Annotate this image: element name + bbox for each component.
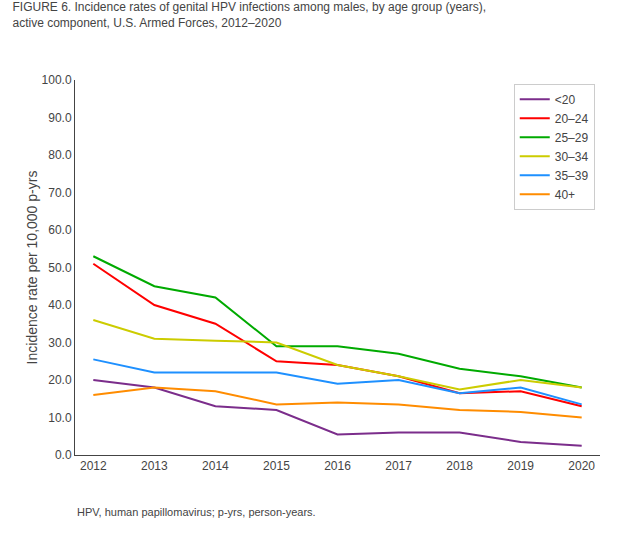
- svg-text:Incidence rate per 10,000 p-yr: Incidence rate per 10,000 p-yrs: [24, 171, 40, 365]
- svg-text:2015: 2015: [263, 459, 290, 473]
- svg-text:10.0: 10.0: [48, 411, 72, 425]
- svg-text:60.0: 60.0: [48, 223, 72, 237]
- svg-text:2017: 2017: [385, 459, 412, 473]
- svg-text:80.0: 80.0: [48, 148, 72, 162]
- svg-text:40+: 40+: [555, 188, 575, 202]
- svg-text:90.0: 90.0: [48, 111, 72, 125]
- svg-text:35–39: 35–39: [555, 169, 589, 183]
- svg-text:<20: <20: [555, 93, 576, 107]
- svg-text:2012: 2012: [80, 459, 107, 473]
- svg-text:2013: 2013: [141, 459, 168, 473]
- svg-text:20.0: 20.0: [48, 373, 72, 387]
- svg-text:2016: 2016: [324, 459, 351, 473]
- svg-text:50.0: 50.0: [48, 261, 72, 275]
- svg-text:0.0: 0.0: [55, 448, 72, 462]
- svg-text:FIGURE 6. Incidence rates of g: FIGURE 6. Incidence rates of genital HPV…: [13, 0, 487, 30]
- svg-text:40.0: 40.0: [48, 298, 72, 312]
- svg-text:30–34: 30–34: [555, 150, 589, 164]
- svg-text:2019: 2019: [507, 459, 534, 473]
- svg-text:30.0: 30.0: [48, 336, 72, 350]
- svg-text:100.0: 100.0: [42, 73, 72, 87]
- svg-text:2014: 2014: [202, 459, 229, 473]
- svg-text:70.0: 70.0: [48, 186, 72, 200]
- svg-text:25–29: 25–29: [555, 131, 589, 145]
- svg-text:2020: 2020: [568, 459, 595, 473]
- svg-text:2018: 2018: [446, 459, 473, 473]
- svg-text:20–24: 20–24: [555, 112, 589, 126]
- svg-text:HPV, human papillomavirus; p-y: HPV, human papillomavirus; p-yrs, person…: [77, 506, 316, 518]
